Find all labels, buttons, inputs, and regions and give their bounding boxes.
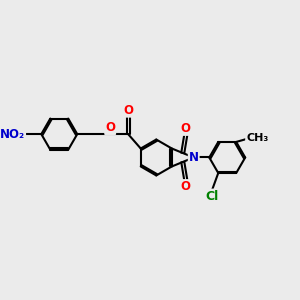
Text: CH₃: CH₃ — [246, 133, 268, 143]
Text: O: O — [181, 122, 191, 135]
Text: Cl: Cl — [206, 190, 219, 202]
Text: O: O — [105, 121, 115, 134]
Text: NO₂: NO₂ — [0, 128, 25, 141]
Text: O: O — [123, 104, 133, 117]
Text: N: N — [189, 151, 199, 164]
Text: O: O — [181, 180, 191, 193]
